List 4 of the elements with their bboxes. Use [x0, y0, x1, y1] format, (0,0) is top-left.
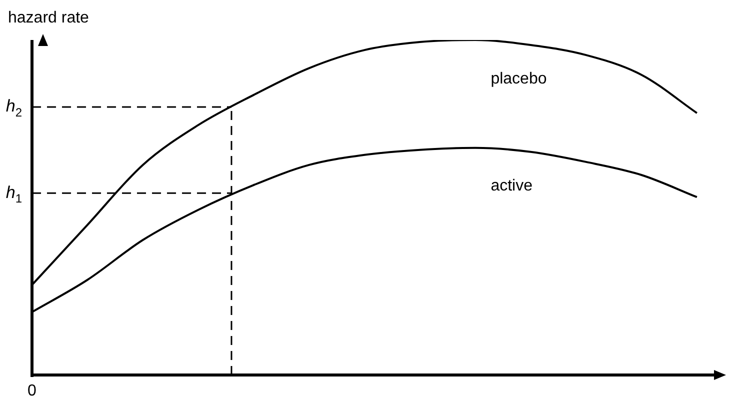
- text: 0: [28, 382, 37, 400]
- y-axis-title: hazard rate: [8, 9, 90, 26]
- series-label: active: [490, 177, 533, 194]
- series-label: placebo: [490, 70, 547, 88]
